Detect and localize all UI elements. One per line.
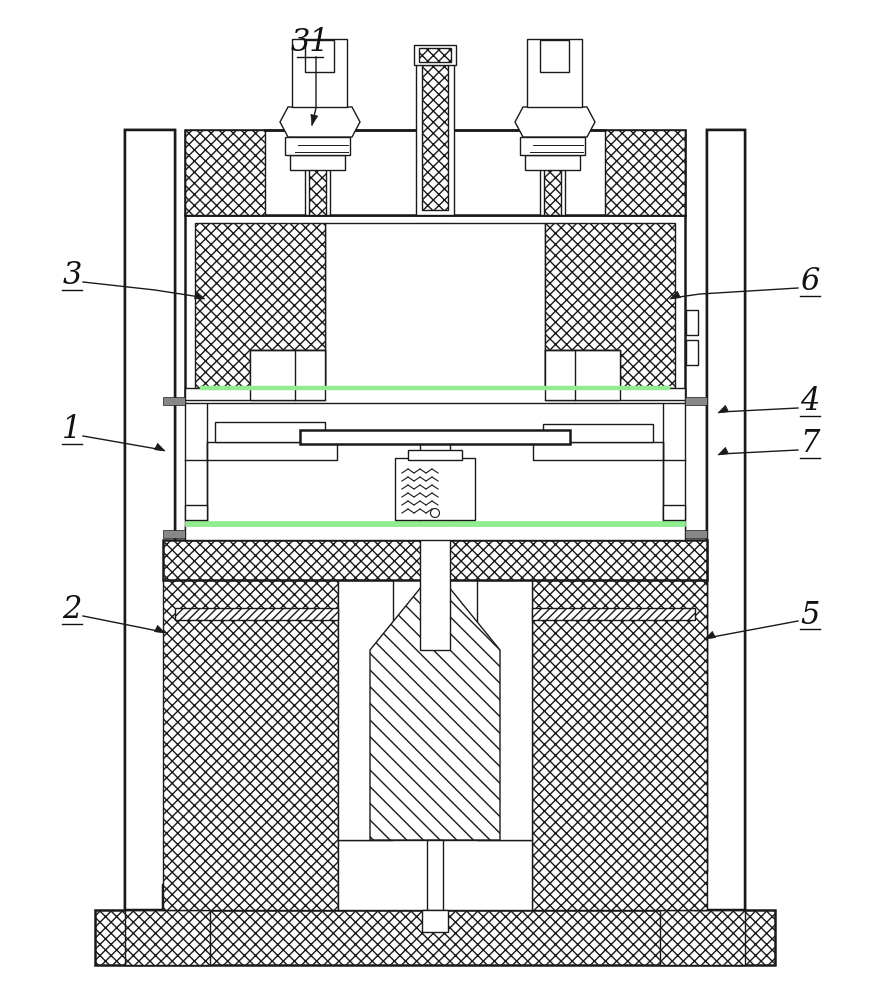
Bar <box>163 540 706 580</box>
Bar <box>420 440 449 650</box>
Bar <box>325 223 544 388</box>
Bar <box>414 45 455 65</box>
Polygon shape <box>125 130 175 910</box>
Polygon shape <box>155 625 165 633</box>
Bar <box>686 340 697 365</box>
Text: 4: 4 <box>799 386 819 418</box>
Polygon shape <box>249 350 325 388</box>
Bar <box>421 910 448 932</box>
Bar <box>300 430 569 444</box>
Bar <box>527 39 581 107</box>
Bar <box>543 115 561 215</box>
Bar <box>163 580 338 910</box>
Polygon shape <box>694 130 744 910</box>
Bar <box>185 215 684 400</box>
Bar <box>125 910 209 965</box>
Bar <box>308 115 326 215</box>
Bar <box>684 530 706 538</box>
Bar <box>540 40 564 215</box>
Bar <box>544 350 620 400</box>
Bar <box>163 530 185 538</box>
Bar <box>185 130 684 215</box>
Bar <box>408 450 461 460</box>
Bar <box>163 397 185 405</box>
Bar <box>660 910 744 965</box>
Bar <box>207 442 336 460</box>
Bar <box>476 580 531 840</box>
Bar <box>542 424 653 442</box>
Polygon shape <box>369 570 500 840</box>
Circle shape <box>430 508 439 518</box>
Polygon shape <box>514 107 594 137</box>
Bar <box>185 505 207 520</box>
Polygon shape <box>310 114 317 125</box>
Bar <box>338 840 531 910</box>
Bar <box>185 390 207 540</box>
Polygon shape <box>717 405 727 413</box>
Bar <box>95 910 774 965</box>
Bar <box>662 505 684 520</box>
Bar <box>185 388 684 403</box>
Bar <box>185 130 265 215</box>
Bar <box>215 422 325 442</box>
Polygon shape <box>704 631 714 639</box>
Polygon shape <box>155 443 165 451</box>
Polygon shape <box>694 130 744 910</box>
Bar <box>531 608 694 620</box>
Bar <box>338 580 393 840</box>
Bar <box>604 130 684 215</box>
Text: 31: 31 <box>290 27 329 58</box>
Polygon shape <box>280 107 360 137</box>
Bar <box>531 580 706 910</box>
Polygon shape <box>544 350 620 388</box>
Bar <box>419 48 450 62</box>
Text: 6: 6 <box>799 266 819 298</box>
Bar <box>195 223 325 388</box>
Bar <box>395 458 474 520</box>
Bar <box>285 137 349 155</box>
Bar <box>185 525 684 540</box>
Bar <box>292 39 347 107</box>
Bar <box>544 223 674 388</box>
Bar <box>524 155 580 170</box>
Bar <box>533 442 662 460</box>
Bar <box>427 840 442 910</box>
Bar <box>185 521 684 526</box>
Bar <box>305 40 334 72</box>
Text: 2: 2 <box>63 594 82 626</box>
Text: 1: 1 <box>63 414 82 446</box>
Bar <box>249 350 325 400</box>
Text: 3: 3 <box>63 260 82 292</box>
Bar <box>200 386 669 390</box>
Bar <box>421 65 448 210</box>
Text: 5: 5 <box>799 599 819 631</box>
Polygon shape <box>194 292 205 299</box>
Bar <box>175 608 338 620</box>
Bar <box>305 40 329 215</box>
Bar <box>540 40 568 72</box>
Bar <box>662 390 684 540</box>
Bar <box>686 310 697 335</box>
Polygon shape <box>125 130 175 910</box>
Polygon shape <box>717 447 727 455</box>
Bar <box>684 397 706 405</box>
Bar <box>520 137 584 155</box>
Bar <box>415 60 454 215</box>
Polygon shape <box>669 291 680 299</box>
Text: 7: 7 <box>799 428 819 460</box>
Bar <box>289 155 345 170</box>
